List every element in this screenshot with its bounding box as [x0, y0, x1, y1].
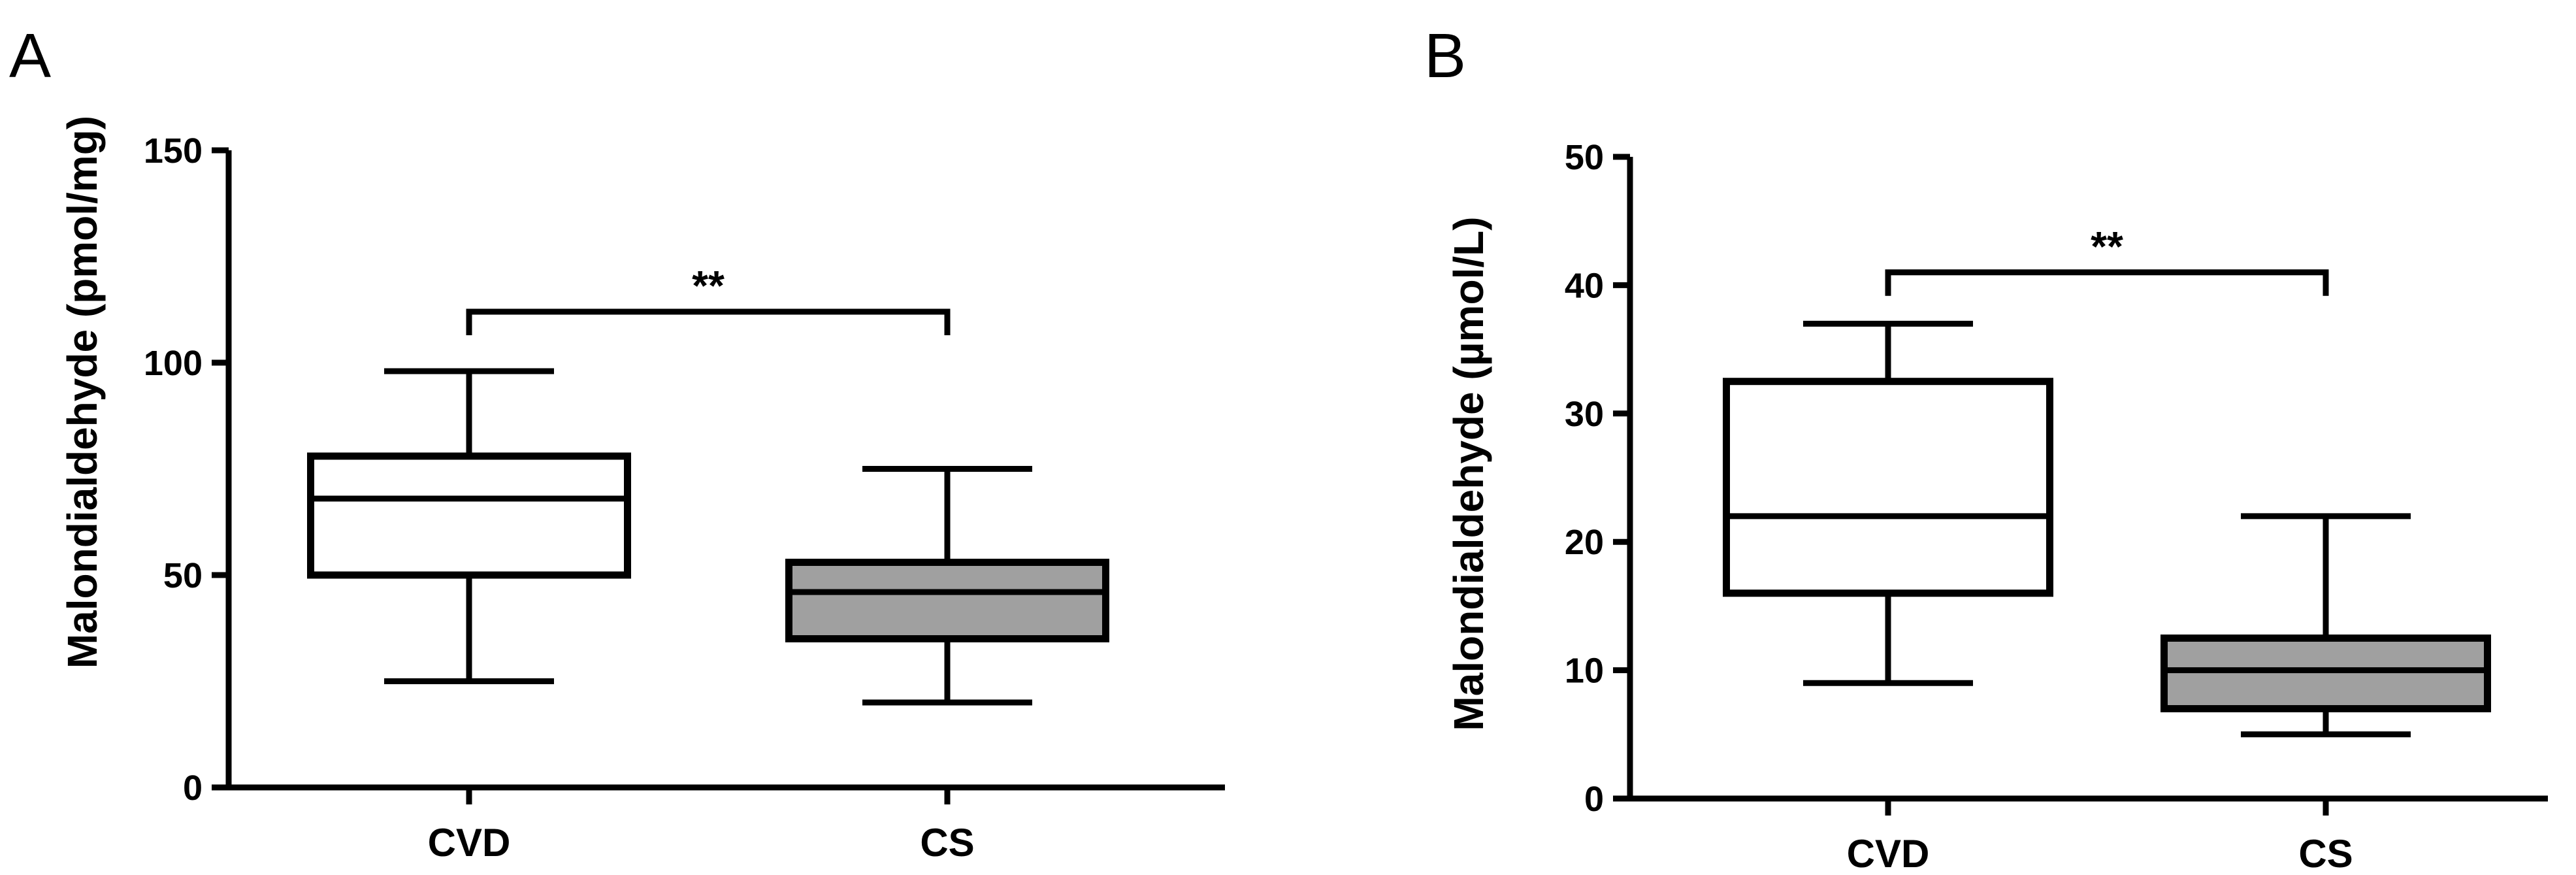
panel-a-cs-box — [785, 559, 1109, 642]
panel-b-significance-label: ** — [2091, 223, 2123, 270]
panel-b-letter: B — [1424, 21, 1466, 91]
panel-a-y-tick-label: 100 — [144, 344, 203, 383]
panel-a-plot-area: 0 50 100 150 CVD CS ** — [144, 131, 1225, 865]
panel-b-cvd-box — [1723, 378, 2053, 597]
panel-b-plot-area: 0 10 20 30 40 50 CVD CS ** — [1565, 138, 2548, 875]
panel-b-y-tick-label: 30 — [1565, 395, 1604, 434]
panel-a-significance-label: ** — [692, 262, 725, 309]
panel-b-x-tick-label: CS — [2298, 832, 2353, 875]
panel-b: B Malondialdehyde (µmol/L) 0 10 20 30 40 50 CV… — [1424, 21, 2548, 875]
panel-a-cvd-box — [307, 452, 631, 579]
panel-a-y-tick-label: 150 — [144, 131, 203, 171]
panel-a-x-tick-label: CVD — [428, 821, 511, 865]
panel-b-y-tick-label: 40 — [1565, 266, 1604, 305]
panel-a-y-axis-label: Malondialdehyde (pmol/mg) — [59, 116, 106, 669]
panel-b-x-tick-label: CVD — [1847, 832, 1930, 875]
panel-b-significance-bracket — [1885, 269, 2329, 296]
panel-b-y-tick-label: 10 — [1565, 652, 1604, 691]
panel-a-letter: A — [9, 21, 51, 91]
panel-a-y-tick-label: 0 — [183, 768, 203, 808]
panel-a: A Malondialdehyde (pmol/mg) 0 50 100 150 CVD… — [9, 21, 1225, 865]
panel-b-cs-box — [2160, 635, 2491, 713]
panel-b-y-tick-label: 50 — [1565, 138, 1604, 177]
panel-a-x-tick-label: CS — [920, 821, 974, 865]
panel-a-significance-bracket — [466, 308, 951, 335]
panel-b-y-axis-label: Malondialdehyde (µmol/L) — [1445, 216, 1492, 731]
panel-b-y-tick-label: 20 — [1565, 523, 1604, 562]
panel-a-y-tick-label: 50 — [163, 556, 203, 595]
panel-b-y-tick-label: 0 — [1584, 780, 1604, 819]
